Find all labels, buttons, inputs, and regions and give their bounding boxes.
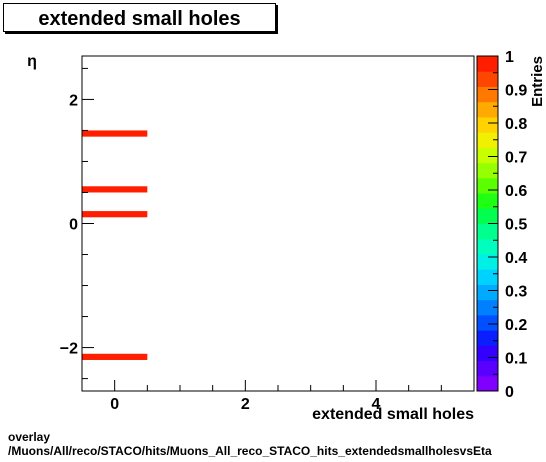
x-tick-label: 0 — [110, 396, 119, 413]
y-axis-ticks — [82, 67, 94, 380]
z-tick-label: 0.4 — [505, 250, 527, 267]
palette-swatch — [477, 208, 498, 224]
palette-swatch — [477, 223, 498, 240]
z-tick-label: 0.5 — [505, 217, 527, 234]
x-axis-tick-labels: 0 2 4 — [110, 396, 380, 413]
palette-swatch — [477, 147, 498, 164]
palette-swatch — [477, 314, 498, 331]
z-tick-label: 0.1 — [505, 351, 527, 368]
y-axis-label: η — [27, 53, 37, 70]
heatmap-cells — [82, 130, 148, 360]
z-tick-label: 1 — [505, 49, 514, 66]
palette-swatch — [477, 284, 498, 301]
plot-frame — [81, 55, 475, 392]
y-tick-label: −2 — [60, 341, 78, 358]
y-tick-label: 2 — [69, 92, 78, 109]
footer-line-2: /Muons/All/reco/STACO/hits/Muons_All_rec… — [8, 444, 492, 458]
footer: overlay /Muons/All/reco/STACO/hits/Muons… — [8, 430, 492, 458]
palette-swatch — [477, 253, 498, 270]
palette-swatch — [477, 345, 498, 362]
footer-line-1: overlay — [8, 430, 51, 444]
palette-swatch — [477, 193, 498, 209]
palette-swatch — [477, 375, 498, 392]
x-axis-label: extended small holes — [312, 406, 474, 423]
palette-swatch — [477, 360, 498, 377]
z-axis-ticks — [488, 55, 498, 392]
z-tick-label: 0.9 — [505, 83, 527, 100]
palette-swatch — [477, 132, 498, 148]
chart-title: extended small holes — [38, 8, 241, 30]
z-tick-label: 0.6 — [505, 183, 527, 200]
z-tick-label: 0 — [505, 384, 514, 401]
color-palette — [477, 56, 498, 392]
palette-swatch — [477, 71, 498, 87]
x-tick-label: 4 — [372, 396, 381, 413]
palette-swatch — [477, 269, 498, 285]
palette-swatch — [477, 101, 498, 118]
palette-swatch — [477, 86, 498, 103]
palette-swatch — [477, 330, 498, 346]
z-tick-label: 0.2 — [505, 317, 527, 334]
chart-title-box: extended small holes — [3, 3, 276, 32]
z-tick-label: 0.7 — [505, 150, 527, 167]
palette-swatch — [477, 238, 498, 255]
palette-swatch — [477, 162, 498, 179]
x-tick-label: 2 — [241, 396, 250, 413]
palette-swatch — [477, 56, 498, 72]
heatmap-cell-0 — [82, 130, 148, 137]
y-tick-label: 0 — [69, 217, 78, 234]
heatmap-cell-1 — [82, 186, 148, 193]
z-axis-tick-labels: 0 0.1 0.2 0.3 0.4 0.5 0.6 0.7 0.8 0.9 1 — [505, 49, 527, 401]
heatmap-cell-2 — [82, 211, 148, 218]
y-axis-tick-labels: −2 0 2 — [60, 92, 78, 357]
x-axis-ticks — [81, 380, 475, 391]
z-tick-label: 0.8 — [505, 116, 527, 133]
heatmap-cell-3 — [82, 353, 148, 360]
palette-swatch — [477, 177, 498, 194]
z-tick-label: 0.3 — [505, 284, 527, 301]
z-axis-label: Entries — [529, 56, 546, 107]
palette-swatch — [477, 299, 498, 316]
palette-swatch — [477, 116, 498, 133]
